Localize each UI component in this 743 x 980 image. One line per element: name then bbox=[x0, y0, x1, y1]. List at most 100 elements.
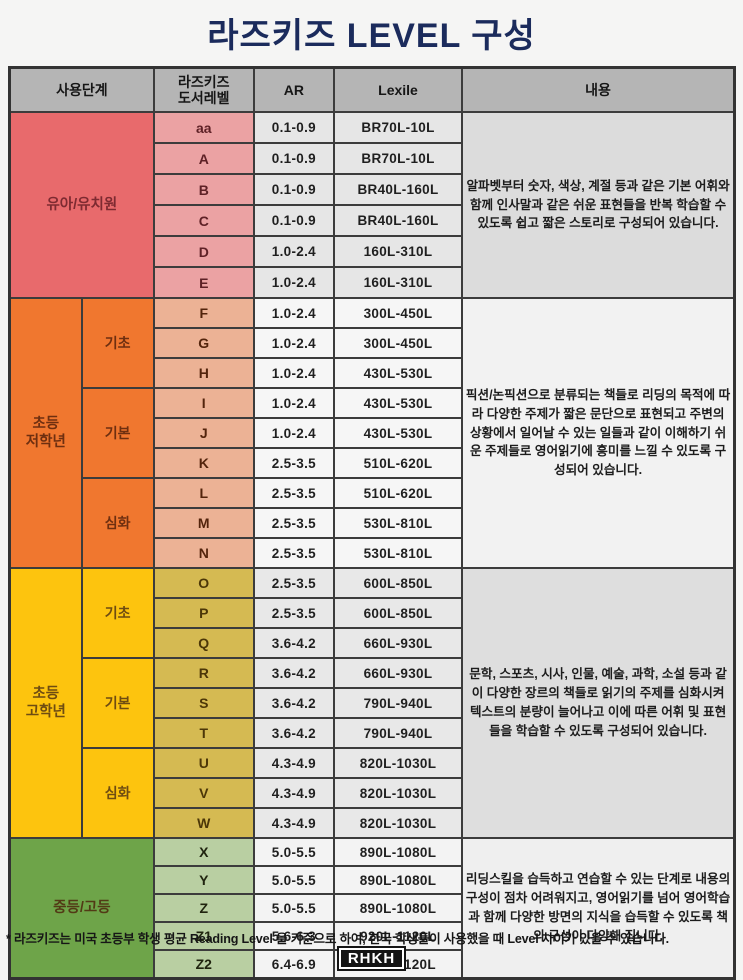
substage-cell-basic: 기초 bbox=[80, 567, 155, 659]
level-row: 심화 U 4.3-4.9 820L-1030L bbox=[10, 747, 735, 839]
lexile-cell: 530L-810L bbox=[332, 507, 464, 539]
level-row: Z1 5.6-6.3 920L-1120L bbox=[10, 921, 735, 951]
level-cell: R bbox=[152, 657, 255, 689]
level-cell: J bbox=[152, 417, 255, 449]
lexile-cell: 660L-930L bbox=[332, 657, 464, 689]
ar-cell: 2.5-3.5 bbox=[252, 477, 335, 509]
lexile-cell: BR70L-10L bbox=[332, 111, 464, 144]
header-cell-level: 라즈키즈 도서레벨 bbox=[152, 66, 255, 113]
ar-cell: 1.0-2.4 bbox=[252, 387, 335, 419]
level-cell: P bbox=[152, 597, 255, 629]
page-title: 라즈키즈 LEVEL 구성 bbox=[207, 17, 536, 55]
level-cell: N bbox=[152, 537, 255, 569]
level-cell: O bbox=[152, 567, 255, 599]
level-row: W 4.3-4.9 820L-1030L bbox=[10, 807, 735, 839]
content-cell-elementary-upper: 문학, 스포츠, 시사, 인물, 예술, 과학, 소설 등과 같이 다양한 장르… bbox=[461, 567, 736, 839]
level-row: A 0.1-0.9 BR70L-10L bbox=[10, 142, 735, 175]
lexile-cell: 820L-1030L bbox=[332, 747, 464, 779]
ar-cell: 0.1-0.9 bbox=[252, 173, 335, 206]
header-cell-stage: 사용단계 bbox=[8, 66, 155, 113]
level-row: 중등/고등 X 5.0-5.5 890L-1080L 리딩스킬을 습득하고 연습… bbox=[8, 837, 736, 980]
ar-cell: 5.0-5.5 bbox=[252, 893, 335, 923]
level-cell: I bbox=[152, 387, 255, 419]
level-row: H 1.0-2.4 430L-530L bbox=[10, 357, 735, 389]
level-row: E 1.0-2.4 160L-310L bbox=[10, 266, 735, 299]
content-cell-elementary-lower: 픽션/논픽션으로 분류되는 책들로 리딩의 목적에 따라 다양한 주제가 짧은 … bbox=[461, 297, 736, 569]
lexile-cell: 660L-930L bbox=[332, 627, 464, 659]
level-row: V 4.3-4.9 820L-1030L bbox=[10, 777, 735, 809]
level-row: B 0.1-0.9 BR40L-160L bbox=[10, 173, 735, 206]
lexile-cell: 600L-850L bbox=[332, 597, 464, 629]
level-cell: B bbox=[152, 173, 255, 206]
ar-cell: 5.6-6.3 bbox=[252, 921, 335, 951]
substage-cell-basic: 기초 bbox=[80, 297, 155, 389]
stage-cell-elementary-upper: 초등 고학년 bbox=[8, 567, 83, 839]
level-cell: L bbox=[152, 477, 255, 509]
level-row: Q 3.6-4.2 660L-930L bbox=[10, 627, 735, 659]
lexile-cell: 790L-940L bbox=[332, 687, 464, 719]
lexile-cell: 820L-1030L bbox=[332, 777, 464, 809]
ar-cell: 1.0-2.4 bbox=[252, 417, 335, 449]
level-cell: W bbox=[152, 807, 255, 839]
level-cell: Z1 bbox=[152, 921, 255, 951]
ar-cell: 0.1-0.9 bbox=[252, 142, 335, 175]
ar-cell: 2.5-3.5 bbox=[252, 537, 335, 569]
header-cell-content: 내용 bbox=[461, 66, 736, 113]
level-row: Y 5.0-5.5 890L-1080L bbox=[10, 865, 735, 895]
ar-cell: 1.0-2.4 bbox=[252, 266, 335, 299]
ar-cell: 5.0-5.5 bbox=[252, 837, 335, 867]
ar-cell: 1.0-2.4 bbox=[252, 297, 335, 329]
level-cell: D bbox=[152, 235, 255, 268]
stage-cell-secondary: 중등/고등 bbox=[8, 837, 155, 980]
level-row: 기본 I 1.0-2.4 430L-530L bbox=[10, 387, 735, 479]
level-row: G 1.0-2.4 300L-450L bbox=[10, 327, 735, 359]
level-cell: Q bbox=[152, 627, 255, 659]
lexile-cell: 160L-310L bbox=[332, 235, 464, 268]
level-row: N 2.5-3.5 530L-810L bbox=[10, 537, 735, 569]
level-row: 유아/유치원 aa 0.1-0.9 BR70L-10L 알파벳부터 숫자, 색상… bbox=[8, 111, 736, 299]
level-cell: G bbox=[152, 327, 255, 359]
publisher-logo-wrap: RHKH bbox=[0, 946, 743, 971]
level-cell: K bbox=[152, 447, 255, 479]
level-cell: E bbox=[152, 266, 255, 299]
lexile-cell: 820L-1030L bbox=[332, 807, 464, 839]
level-row: 초등 저학년 기초 F 1.0-2.4 300L-450L 픽션/논픽션으로 분… bbox=[8, 297, 736, 569]
lexile-cell: 430L-530L bbox=[332, 357, 464, 389]
level-row: S 3.6-4.2 790L-940L bbox=[10, 687, 735, 719]
ar-cell: 3.6-4.2 bbox=[252, 717, 335, 749]
level-cell: V bbox=[152, 777, 255, 809]
level-cell: aa bbox=[152, 111, 255, 144]
ar-cell: 3.6-4.2 bbox=[252, 657, 335, 689]
level-table: 사용단계 라즈키즈 도서레벨 AR Lexile 내용 유아/유치원 aa 0.… bbox=[8, 66, 736, 980]
ar-cell: 3.6-4.2 bbox=[252, 687, 335, 719]
level-row: P 2.5-3.5 600L-850L bbox=[10, 597, 735, 629]
content-cell-secondary: 리딩스킬을 습득하고 연습할 수 있는 단계로 내용의 구성이 점차 어려워지고… bbox=[461, 837, 736, 980]
lexile-cell: 430L-530L bbox=[332, 387, 464, 419]
level-cell: X bbox=[152, 837, 255, 867]
level-row: C 0.1-0.9 BR40L-160L bbox=[10, 204, 735, 237]
stage-cell-preschool: 유아/유치원 bbox=[8, 111, 155, 299]
ar-cell: 2.5-3.5 bbox=[252, 597, 335, 629]
substage-cell-standard: 기본 bbox=[80, 387, 155, 479]
level-row: 심화 L 2.5-3.5 510L-620L bbox=[10, 477, 735, 569]
ar-cell: 2.5-3.5 bbox=[252, 447, 335, 479]
ar-cell: 2.5-3.5 bbox=[252, 567, 335, 599]
lexile-cell: 510L-620L bbox=[332, 477, 464, 509]
lexile-cell: 430L-530L bbox=[332, 417, 464, 449]
ar-cell: 1.0-2.4 bbox=[252, 327, 335, 359]
level-cell: Z bbox=[152, 893, 255, 923]
lexile-cell: 600L-850L bbox=[332, 567, 464, 599]
header-row: 사용단계 라즈키즈 도서레벨 AR Lexile 내용 bbox=[8, 66, 736, 113]
footnote: * 라즈키즈는 미국 초등부 학생 평균 Reading Level 을 기준으… bbox=[6, 932, 669, 946]
level-row: 초등 고학년 기초 O 2.5-3.5 600L-850L 문학, 스포츠, 시… bbox=[8, 567, 736, 839]
ar-cell: 5.0-5.5 bbox=[252, 865, 335, 895]
ar-cell: 4.3-4.9 bbox=[252, 807, 335, 839]
level-row: K 2.5-3.5 510L-620L bbox=[10, 447, 735, 479]
lexile-cell: BR70L-10L bbox=[332, 142, 464, 175]
ar-cell: 1.0-2.4 bbox=[252, 357, 335, 389]
level-row: T 3.6-4.2 790L-940L bbox=[10, 717, 735, 749]
lexile-cell: BR40L-160L bbox=[332, 204, 464, 237]
lexile-cell: 920L-1120L bbox=[332, 921, 464, 951]
ar-cell: 4.3-4.9 bbox=[252, 777, 335, 809]
level-cell: A bbox=[152, 142, 255, 175]
